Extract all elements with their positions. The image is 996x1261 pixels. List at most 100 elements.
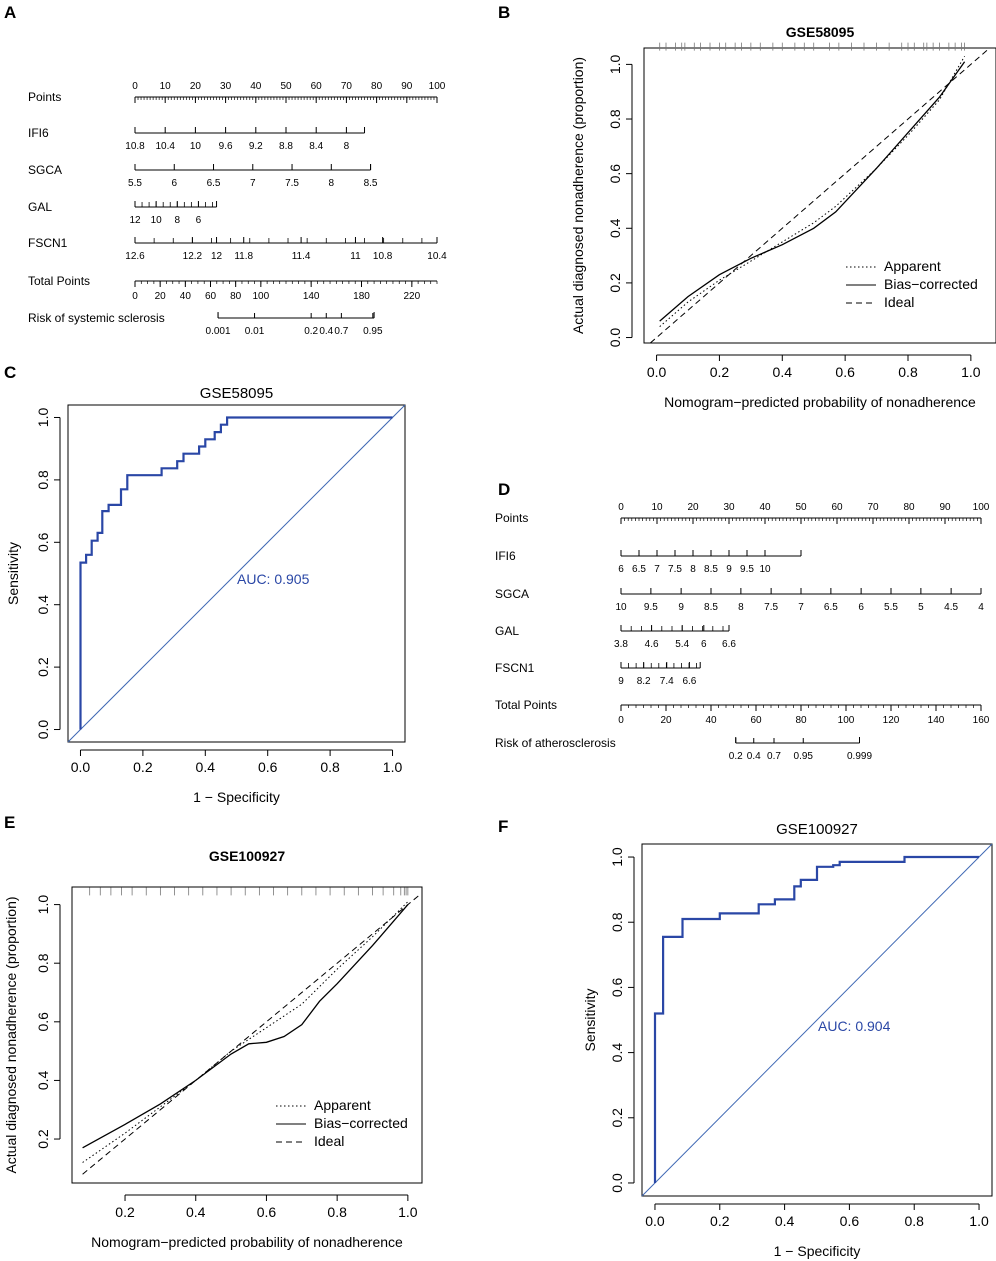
x-tick-label: 0.4 [775,1213,795,1229]
x-tick-label: 0.2 [115,1204,135,1220]
nomogram-tick-label: 6.5 [632,564,646,575]
nomogram-tick-label: 0.4 [747,751,761,762]
x-tick-label: 0.8 [320,759,340,775]
x-tick-label: 1.0 [398,1204,418,1220]
nomogram-tick-label: 10 [759,564,771,575]
panel-label-e: E [4,813,15,832]
roc-curve-line [79,416,393,730]
nomogram-tick-label: 6.6 [722,639,736,650]
y-tick-label: 0.4 [607,218,623,238]
nomogram-tick-label: 0.95 [363,326,383,337]
nomogram-tick-label: 6.5 [824,602,838,613]
nomogram-tick-label: 90 [401,81,413,92]
nomogram-tick-label: 10.8 [373,251,393,262]
y-tick-label: 0.6 [609,977,625,997]
calibration-line-dashed [649,47,991,344]
nomogram-tick-label: 0.999 [847,751,872,762]
nomogram-tick-label: 10.8 [125,141,145,152]
nomogram-tick-label: 6 [701,639,707,650]
roc-curve-gse100927: 0.0 0.2 0.4 0.6 0.8 1.0 0.0 0.2 0.4 0.6 0.8 1.0 1 − … [582,821,993,1259]
nomogram-tick-label: 10 [651,502,663,513]
nomogram-tick-label: 8 [344,141,350,152]
nomogram-tick-label: 4 [978,602,984,613]
y-tick-label: 0.6 [35,1012,51,1032]
nomogram-tick-label: 4.6 [645,639,659,650]
x-tick-label: 0.4 [186,1204,206,1220]
y-tick-label: 0.4 [609,1043,625,1063]
legend-label: Ideal [884,294,914,310]
nomogram-tick-label: 8 [174,215,180,226]
x-tick-label: 0.6 [840,1213,860,1229]
roc-curve-line [653,855,979,1183]
nomogram-tick-label: 9 [678,602,684,613]
nomogram-tick-label: 220 [403,291,420,302]
nomogram-tick-label: 40 [250,81,262,92]
nomogram-row-label: Total Points [28,274,90,288]
nomogram-tick-label: 160 [973,715,990,726]
y-tick-label: 0.2 [35,657,51,677]
y-axis-title: Actual diagnosed nonadherence (proportio… [570,57,586,334]
nomogram-tick-label: 10.4 [427,251,447,262]
nomogram-tick-label: 9.6 [219,141,233,152]
nomogram-tick-label: 9.5 [644,602,658,613]
nomogram-tick-label: 0.95 [794,751,814,762]
panel-label-d: D [498,480,510,499]
y-tick-label: 0.2 [35,1129,51,1149]
nomogram-tick-label: 8.5 [364,178,378,189]
y-tick-label: 0.8 [35,470,51,490]
y-tick-label: 0.2 [607,273,623,293]
nomogram-tick-label: 100 [973,502,990,513]
nomogram-row-label: FSCN1 [28,236,68,250]
nomogram-tick-label: 40 [705,715,717,726]
auc-label: AUC: 0.904 [818,1018,891,1034]
nomogram-tick-label: 0.7 [767,751,781,762]
reference-diagonal-line [67,404,406,743]
nomogram-row-label: Risk of systemic sclerosis [28,311,165,325]
reference-diagonal-line [641,843,993,1197]
nomogram-tick-label: 11.8 [234,251,253,262]
nomogram-tick-label: 50 [795,502,807,513]
nomogram-tick-label: 8.2 [637,676,651,687]
nomogram-tick-label: 20 [660,715,672,726]
nomogram-tick-label: 6 [196,215,202,226]
nomogram-row-label: IFI6 [495,549,516,563]
nomogram-tick-label: 7.4 [660,676,674,687]
y-tick-label: 1.0 [35,408,51,428]
nomogram-tick-label: 5.5 [128,178,142,189]
calibration-plot-gse58095: 0.0 0.2 0.4 0.6 0.8 1.0 0.0 0.2 0.4 0.6 0.8 1.0 Nomo… [570,24,996,410]
nomogram-tick-label: 12 [211,251,223,262]
panel-label-f: F [498,817,508,836]
nomogram-tick-label: 0 [132,291,138,302]
nomogram-tick-label: 10 [190,141,202,152]
nomogram-tick-label: 140 [303,291,320,302]
nomogram-tick-label: 8 [329,178,335,189]
nomogram-tick-label: 6.6 [682,676,696,687]
nomogram-row-label: GAL [28,200,52,214]
nomogram-tick-label: 0.01 [245,326,265,337]
nomogram-tick-label: 9.2 [249,141,263,152]
nomogram-tick-label: 140 [928,715,945,726]
chart-title: GSE100927 [209,848,285,864]
nomogram-tick-label: 20 [155,291,167,302]
nomogram-tick-label: 20 [190,81,202,92]
x-tick-label: 0.8 [327,1204,347,1220]
y-tick-label: 0.2 [609,1108,625,1128]
nomogram-tick-label: 7.5 [668,564,682,575]
x-tick-label: 0.6 [257,1204,277,1220]
x-tick-label: 0.2 [710,364,730,380]
nomogram-tick-label: 180 [353,291,370,302]
y-tick-label: 0.6 [607,164,623,184]
nomogram-tick-label: 40 [180,291,192,302]
nomogram-tick-label: 0.001 [206,326,231,337]
nomogram-tick-label: 10.4 [155,141,175,152]
nomogram-tick-label: 8 [690,564,696,575]
y-axis-title: Sensitivity [5,542,21,605]
nomogram-tick-label: 0 [618,502,624,513]
nomogram-row-label: Total Points [495,698,557,712]
plot-frame [643,47,996,344]
nomogram-tick-label: 11.4 [292,251,311,262]
nomogram-tick-label: 80 [903,502,915,513]
